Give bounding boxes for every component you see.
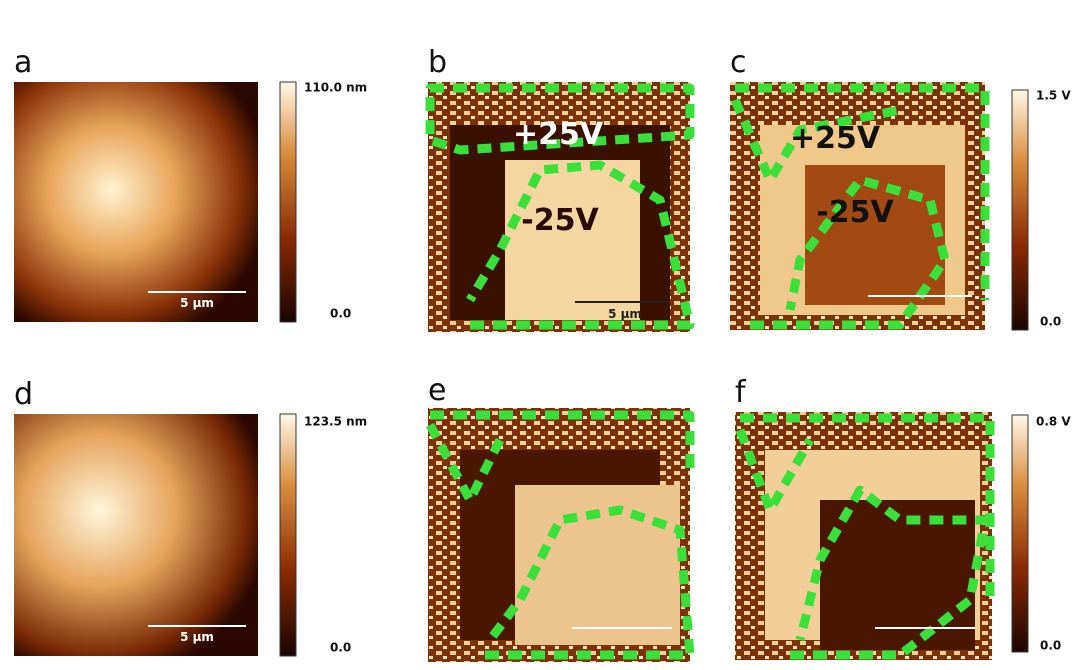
colorbar — [1012, 90, 1028, 330]
panel-label: f — [735, 375, 747, 410]
region — [505, 160, 640, 320]
panel-label: d — [14, 377, 33, 412]
region — [515, 485, 680, 645]
panel-label: a — [14, 45, 32, 80]
colorbar-max: 110.0 nm — [304, 81, 367, 95]
afm-image — [14, 82, 258, 322]
colorbar — [280, 414, 296, 656]
annotation: +25V — [513, 117, 604, 152]
afm-image — [14, 414, 258, 656]
annotation: -25V — [521, 203, 599, 238]
colorbar-max: 123.5 nm — [304, 415, 367, 429]
scale-label: 5 µm — [180, 630, 214, 644]
colorbar-max: 0.8 V — [1036, 415, 1071, 429]
annotation: +25V — [790, 121, 881, 156]
colorbar-min: 0.0 — [1040, 315, 1061, 329]
colorbar-min: 0.0 — [330, 307, 351, 321]
colorbar-min: 0.0 — [330, 641, 351, 655]
panel-label: c — [730, 45, 747, 80]
colorbar — [1012, 415, 1028, 652]
annotation: -25V — [816, 195, 894, 230]
colorbar-min: 0.0 — [1040, 639, 1061, 653]
colorbar-max: 1.5 V — [1036, 89, 1071, 103]
scale-label: 5 µm — [180, 296, 214, 310]
colorbar — [280, 82, 296, 322]
scale-label: 5 µm — [608, 307, 642, 321]
panel-label: e — [428, 373, 446, 408]
figure: a b c d e f 5 µm 110.0 nm 0.0 +25V -25V … — [0, 0, 1092, 670]
panel-label: b — [428, 45, 447, 80]
